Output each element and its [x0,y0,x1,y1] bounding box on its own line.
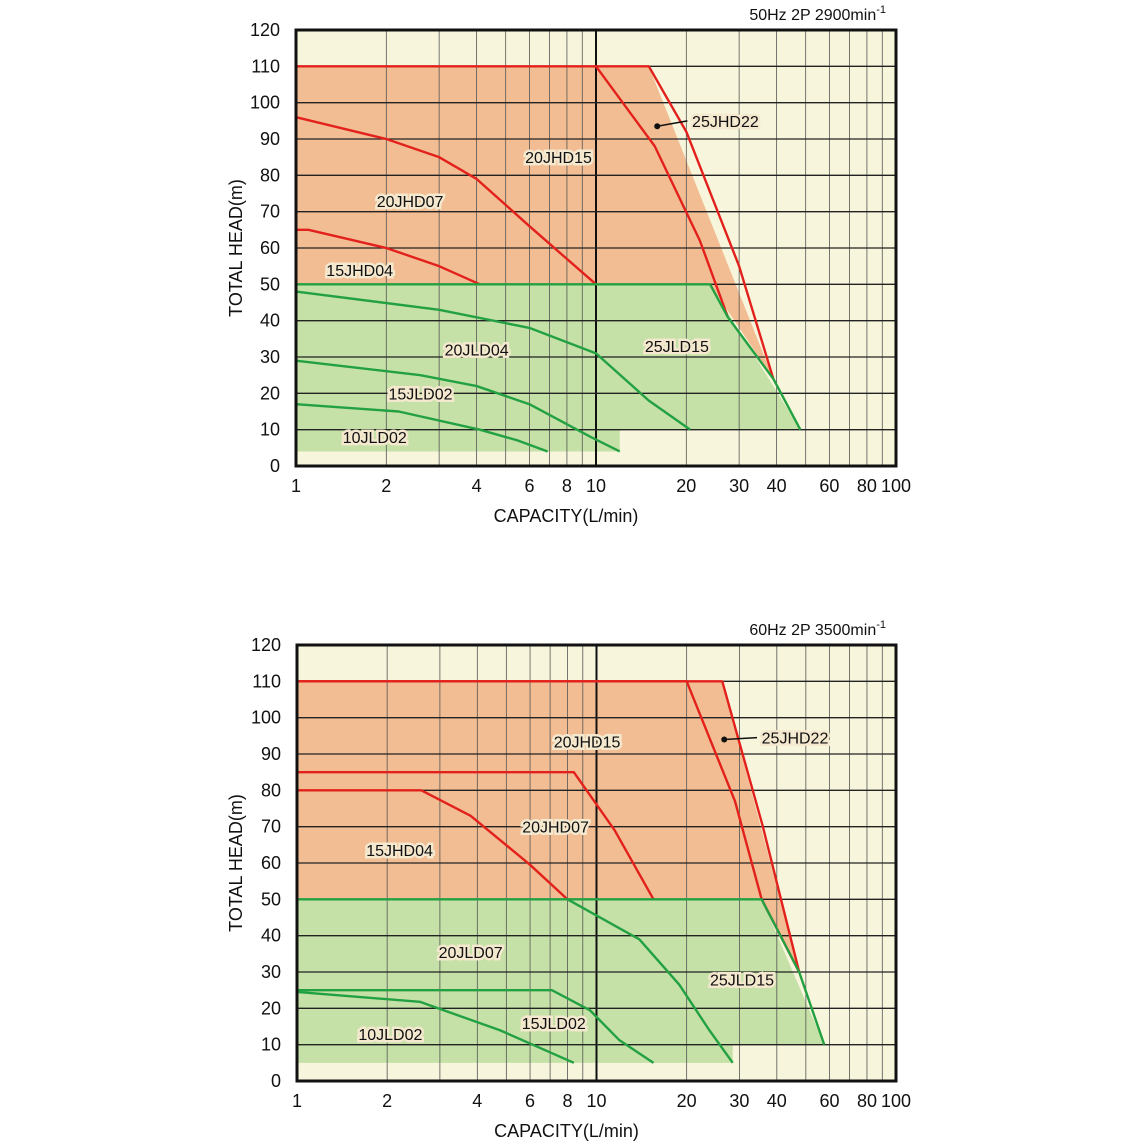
x-tick-label: 6 [524,476,534,496]
y-tick-label: 10 [260,420,280,440]
y-tick-label: 60 [260,238,280,258]
plot-frame [294,28,898,468]
series-label: 15JHD04 [366,843,433,860]
series-line-20JHD07 [295,116,597,286]
series-label: 25JHD22 [692,114,759,131]
y-tick-label: 20 [261,998,281,1018]
series-line-25JLD15 [296,283,802,431]
x-tick-label: 20 [676,476,696,496]
y-tick-label: 20 [260,383,280,403]
x-tick-label: 100 [881,1091,911,1111]
chart-title-superscript: -1 [876,4,886,16]
x-tick-label: 20 [677,1091,697,1111]
y-tick-label: 90 [261,744,281,764]
series-line-10JLD02 [296,990,575,1064]
leader-line [657,120,688,128]
y-tick-label: 90 [260,129,280,149]
x-tick-label: 4 [472,1091,482,1111]
series-label: 10JLD02 [343,430,407,447]
chart-title: 60Hz 2P 3500min-1 [749,619,886,639]
series-line-25JHD22 [296,65,775,380]
x-tick-label: 2 [381,476,391,496]
region-green [297,899,825,1063]
chart-title-superscript: -1 [876,619,886,631]
x-tick-label: 80 [857,476,877,496]
series-label: 20JLD04 [445,343,509,360]
x-tick-label: 60 [819,476,839,496]
y-tick-label: 100 [250,93,280,113]
series-label: 20JHD07 [377,194,444,211]
y-tick-label: 40 [261,926,281,946]
series-label: 25JLD15 [645,339,709,356]
series-line-20JLD07 [566,898,734,1064]
y-tick-label: 30 [261,962,281,982]
x-tick-label: 30 [729,1091,749,1111]
x-tick-label: 60 [820,1091,840,1111]
y-tick-label: 100 [251,708,281,728]
series-line-15JLD02 [295,359,621,453]
y-axis-label: TOTAL HEAD(m) [226,179,246,317]
series-line-20JHD15 [595,65,729,318]
series-label: 20JHD15 [554,734,621,751]
x-tick-label: 1 [292,1091,302,1111]
chart-title-main: 50Hz 2P 2900min [749,7,876,24]
y-tick-label: 120 [250,20,280,40]
x-tick-label: 8 [562,476,572,496]
y-tick-label: 10 [261,1035,281,1055]
y-tick-label: 50 [260,274,280,294]
x-tick-label: 8 [562,1091,572,1111]
x-tick-label: 30 [729,476,749,496]
series-label: 20JLD07 [439,945,503,962]
region-green [296,284,801,452]
x-tick-label: 10 [586,476,606,496]
series-label: 20JHD07 [522,820,589,837]
x-tick-label: 40 [767,476,787,496]
series-line-15JLD02 [297,988,655,1064]
x-tick-label: 10 [586,1091,606,1111]
y-tick-label: 0 [270,456,280,476]
series-label: 15JLD02 [388,386,452,403]
y-tick-label: 110 [251,56,280,76]
x-tick-label: 2 [382,1091,392,1111]
x-tick-label: 1 [291,476,301,496]
y-tick-label: 70 [260,202,280,222]
y-tick-label: 110 [252,671,281,691]
y-tick-label: 30 [260,347,280,367]
series-label: 25JHD22 [762,731,829,748]
x-axis-label: CAPACITY(L/min) [494,1121,639,1141]
y-tick-label: 40 [260,311,280,331]
series-label: 20JHD15 [525,150,592,167]
chart-title: 50Hz 2P 2900min-1 [749,4,886,24]
x-tick-label: 4 [472,476,482,496]
x-tick-label: 6 [525,1091,535,1111]
leader-line [724,736,758,741]
series-line-20JHD07 [297,770,655,900]
plot-frame [295,643,898,1083]
series-line-15JHD04 [296,228,481,286]
series-label: 25JLD15 [710,972,774,989]
y-tick-label: 70 [261,817,281,837]
y-tick-label: 0 [271,1071,281,1091]
chart-1: 25JHD22 20JHD15 20JHD07 15JHD04 25JLD15 20JLD… [226,619,911,1141]
y-tick-label: 50 [261,889,281,909]
x-tick-label: 40 [767,1091,787,1111]
series-line-20JLD04 [295,290,691,431]
series-label: 15JLD02 [522,1016,586,1033]
x-axis-label: CAPACITY(L/min) [494,506,639,526]
y-tick-label: 60 [261,853,281,873]
y-tick-label: 80 [261,780,281,800]
y-tick-label: 80 [260,165,280,185]
series-label: 10JLD02 [358,1027,422,1044]
x-tick-label: 80 [857,1091,877,1111]
series-line-15JHD04 [297,789,569,901]
y-tick-label: 120 [251,635,281,655]
series-line-10JLD02 [295,403,549,453]
series-label: 15JHD04 [326,263,393,280]
x-tick-label: 100 [881,476,911,496]
chart-0: 25JHD22 20JHD15 20JHD07 15JHD04 25JLD15 20JLD… [226,4,911,526]
series-line-25JLD15 [297,898,826,1046]
chart-title-main: 60Hz 2P 3500min [749,622,876,639]
y-axis-label: TOTAL HEAD(m) [226,794,246,932]
